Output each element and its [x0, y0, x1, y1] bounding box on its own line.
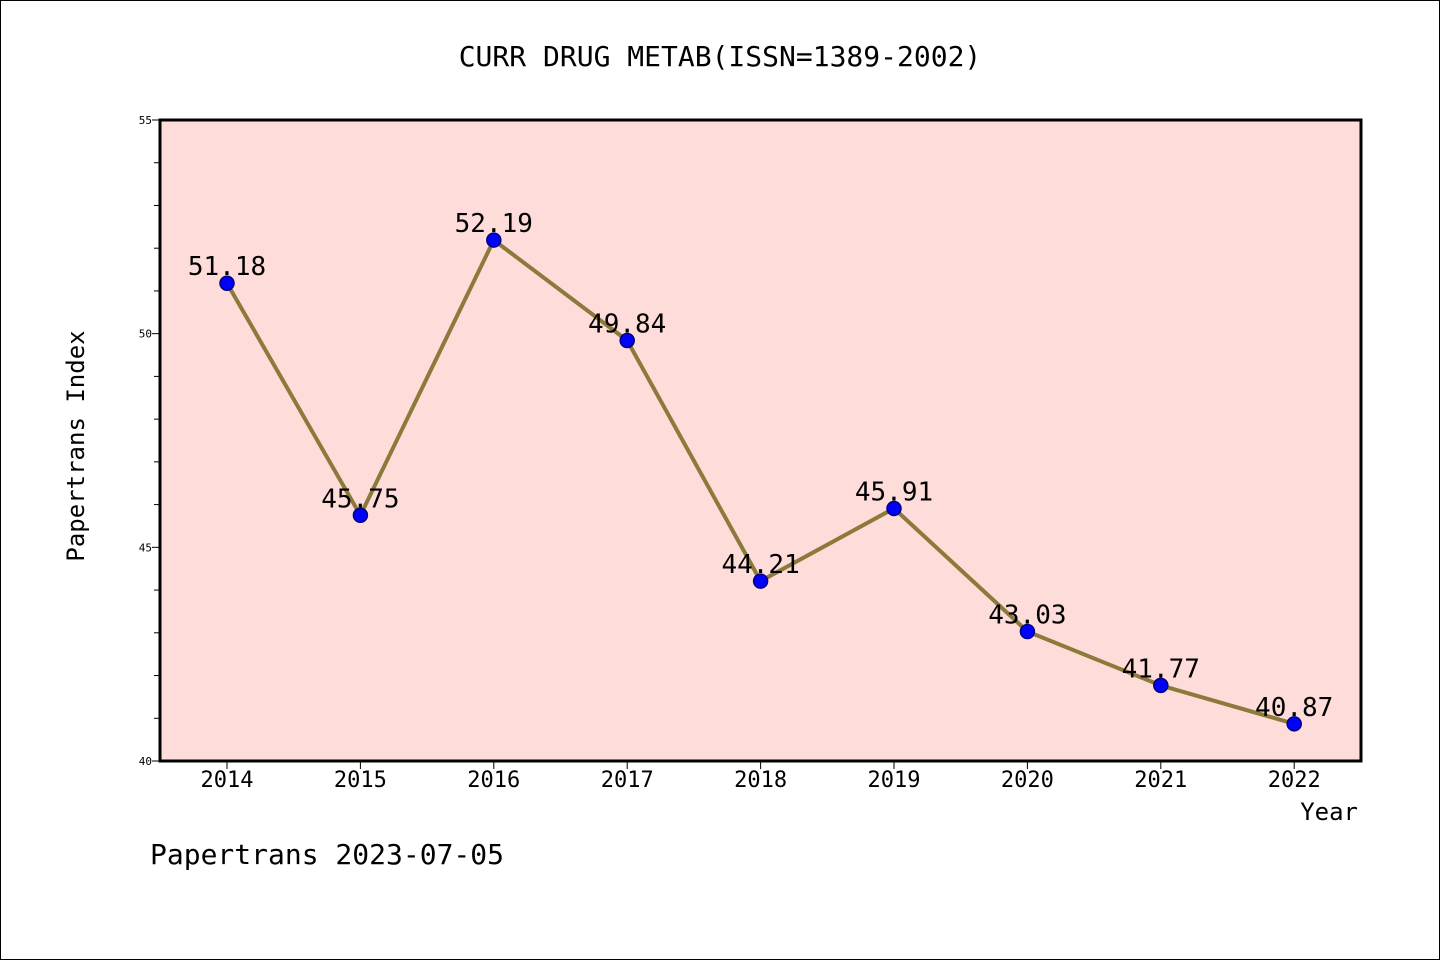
x-tick-label: 2017 — [601, 768, 654, 793]
footer-text: Papertrans 2023-07-05 — [150, 838, 504, 871]
data-label: 45.91 — [855, 477, 933, 507]
x-tick-label: 2015 — [334, 768, 387, 793]
data-point — [352, 507, 369, 524]
x-tick-label: 2019 — [868, 768, 921, 793]
data-point — [219, 275, 235, 291]
data-point — [486, 232, 502, 248]
x-tick-label: 2020 — [1001, 768, 1054, 793]
x-tick-label: 2021 — [1134, 768, 1187, 793]
data-point — [1153, 677, 1169, 694]
x-tick-label: 2018 — [734, 768, 787, 793]
data-label: 41.77 — [1122, 654, 1200, 684]
data-point — [886, 500, 902, 517]
data-point — [619, 332, 635, 349]
data-label: 49.84 — [588, 310, 666, 340]
y-axis-ticks: 40 45 50 55 — [139, 114, 160, 768]
series-group — [219, 232, 1302, 732]
chart-title: CURR DRUG METAB(ISSN=1389-2002) — [459, 40, 982, 73]
data-label: 52.19 — [455, 209, 533, 239]
data-label: 43.03 — [988, 601, 1066, 631]
data-point — [752, 573, 769, 589]
y-axis-label: Papertrans Index — [62, 330, 90, 561]
data-label: 45.75 — [321, 484, 399, 514]
data-label: 44.21 — [721, 550, 799, 580]
data-point — [1019, 623, 1036, 640]
y-tick-label: 40 — [139, 755, 152, 768]
x-tick-label: 2014 — [201, 768, 254, 793]
y-tick-label: 55 — [139, 114, 152, 127]
data-labels: 51.18 45.75 52.19 49.84 44.21 45.91 43.03 41.77… — [188, 209, 1333, 723]
x-tick-label: 2022 — [1268, 768, 1321, 793]
x-axis-ticks: 2014 2015 2016 2017 2018 2019 2020 2021 2022 — [201, 761, 1321, 793]
x-axis-label: Year — [1300, 798, 1358, 826]
data-label: 40.87 — [1255, 693, 1333, 723]
y-tick-label: 50 — [139, 328, 152, 341]
plot-area — [158, 118, 1363, 763]
data-label: 51.18 — [188, 252, 266, 282]
y-tick-label: 45 — [139, 541, 152, 554]
x-tick-label: 2016 — [467, 768, 520, 793]
data-point — [1286, 716, 1302, 732]
